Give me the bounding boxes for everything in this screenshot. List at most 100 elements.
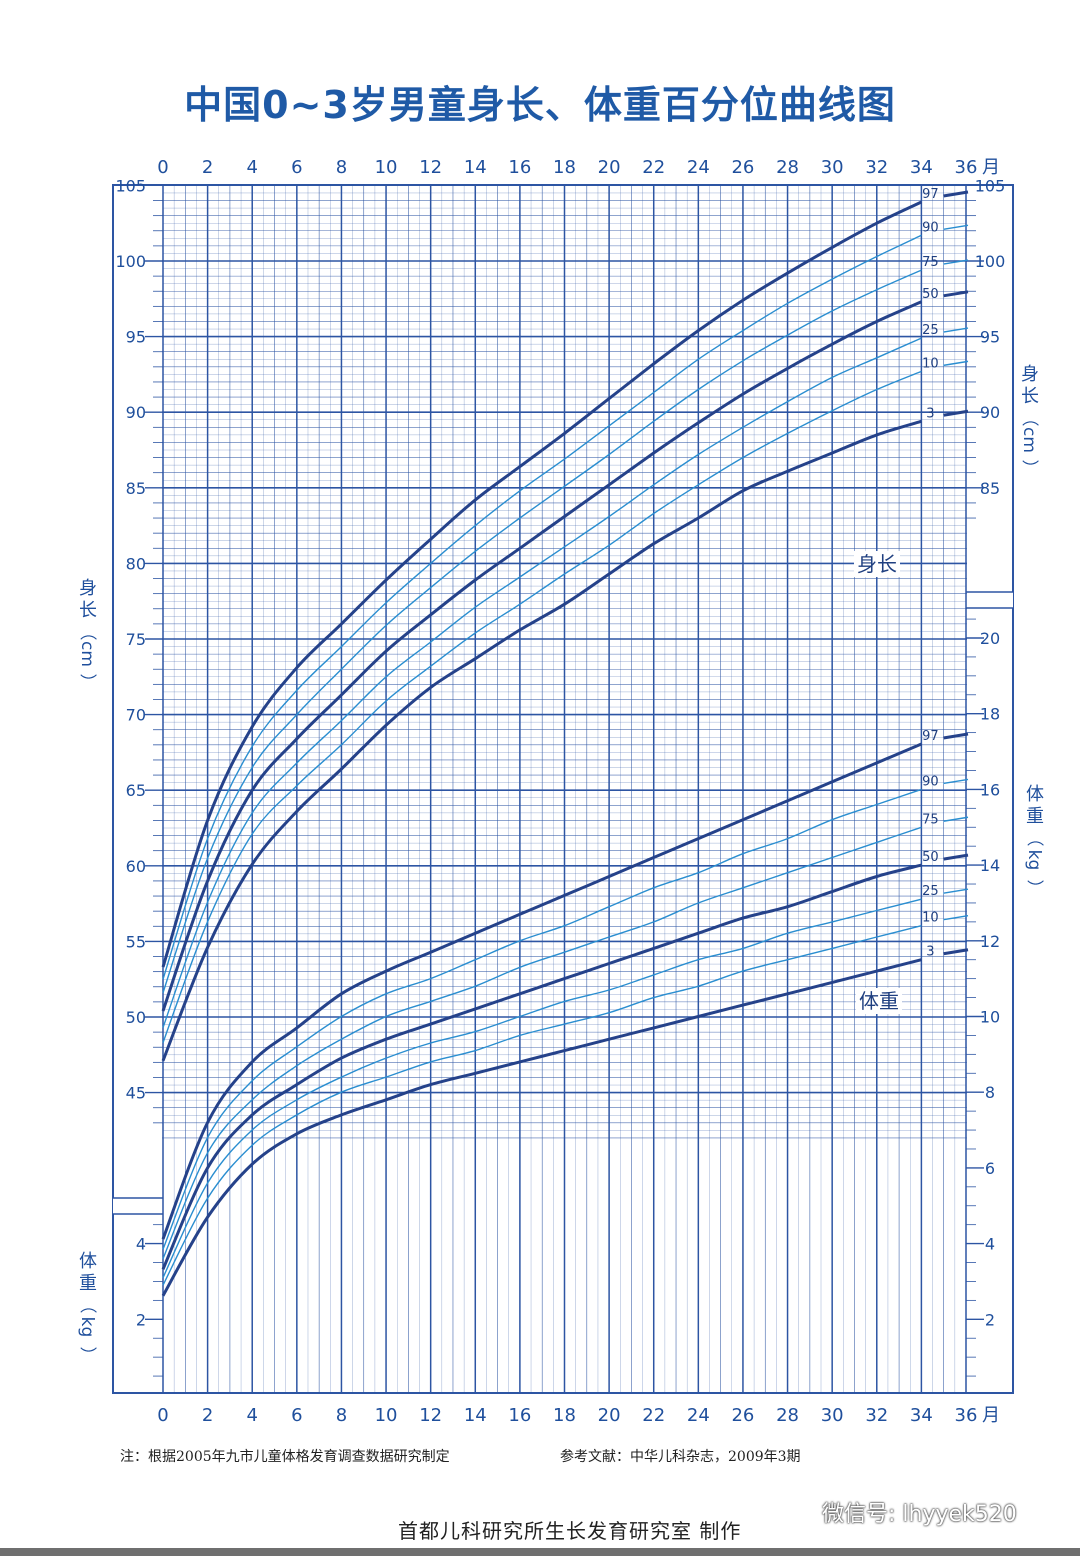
chart-title: 中国0~3岁男童身长、体重百分位曲线图 [184, 83, 896, 127]
length-percentile-label: 10 [922, 356, 939, 371]
x-tick-label-top: 8 [336, 157, 347, 178]
x-tick-label-top: 6 [291, 157, 302, 178]
length-curve-p97 [161, 200, 923, 968]
weight-percentile-label: 50 [922, 850, 939, 865]
y-length-tick-left: 60 [126, 857, 146, 876]
x-tick-label-top: 24 [687, 157, 710, 178]
left-length-axis-title: 长 [79, 600, 97, 621]
x-tick-label-top: 36 [955, 157, 978, 178]
y-length-tick-left: 45 [126, 1084, 146, 1103]
left-weight-axis-title: 重 [79, 1273, 97, 1294]
left-length-axis-title: （ [77, 624, 97, 641]
right-length-axis-title: 长 [1021, 386, 1039, 407]
reference: 参考文献：中华儿科杂志，2009年3期 [560, 1449, 801, 1465]
length-curve-p3 [161, 419, 922, 1062]
length-curve-tail [943, 409, 969, 417]
y-weight-tick-left: 4 [136, 1235, 146, 1254]
weight-curve-p3 [161, 958, 922, 1297]
x-tick-label-top: 4 [246, 157, 257, 178]
weight-curve-p10 [162, 925, 922, 1286]
weight-percentile-label: 10 [922, 911, 939, 926]
left-length-axis-title: cm [77, 641, 97, 667]
x-tick-label-bottom: 32 [865, 1405, 888, 1426]
length-section-label: 身长 [857, 552, 897, 576]
weight-curve-p50 [161, 863, 922, 1270]
x-tick-label-top: 16 [508, 157, 531, 178]
x-tick-label-bottom: 0 [157, 1405, 168, 1426]
length-percentile-label: 90 [922, 220, 939, 235]
x-unit-top: 月 [982, 157, 1000, 178]
x-tick-label-top: 10 [375, 157, 398, 178]
y-length-tick-left: 55 [126, 932, 146, 951]
length-curve-p50 [161, 300, 923, 1012]
producer-credit: 首都儿科研究所生长发育研究室 制作 [398, 1519, 742, 1543]
x-tick-label-bottom: 30 [821, 1405, 844, 1426]
x-tick-label-top: 14 [464, 157, 487, 178]
footnote: 注：根据2005年九市儿童体格发育调查数据研究制定 [120, 1449, 450, 1465]
x-tick-label-top: 32 [865, 157, 888, 178]
x-tick-label-bottom: 10 [375, 1405, 398, 1426]
left-weight-axis-title: （ [77, 1297, 97, 1314]
left-weight-axis-title: 体 [79, 1251, 97, 1272]
weight-curve-tail [943, 816, 969, 822]
x-tick-label-bottom: 22 [642, 1405, 665, 1426]
y-length-tick-left: 70 [126, 706, 146, 725]
length-percentile-label: 3 [926, 406, 934, 421]
y-length-tick-right: 95 [980, 328, 1000, 347]
x-tick-label-top: 34 [910, 157, 933, 178]
x-tick-label-top: 12 [419, 157, 442, 178]
weight-percentile-label: 25 [922, 884, 939, 899]
y-weight-tick-right: 4 [985, 1235, 995, 1254]
length-curve-tail [943, 224, 969, 230]
label-plate [856, 988, 902, 1014]
length-curve-p90 [162, 234, 922, 980]
y-weight-tick-right: 8 [985, 1083, 995, 1102]
x-tick-label-top: 30 [821, 157, 844, 178]
right-weight-axis-title: 重 [1026, 806, 1044, 827]
x-tick-label-top: 2 [202, 157, 213, 178]
right-length-axis-title: （ [1019, 410, 1039, 427]
x-tick-label-top: 28 [776, 157, 799, 178]
length-curve-tail [943, 190, 969, 198]
length-curve-tail [943, 327, 969, 333]
x-tick-label-bottom: 14 [464, 1405, 487, 1426]
weight-curve-p25 [162, 898, 922, 1278]
weight-curve-tail [943, 732, 969, 740]
right-weight-axis-title: （ [1024, 830, 1044, 847]
y-length-tick-left: 95 [126, 328, 146, 347]
right-length-axis-title: cm [1019, 427, 1039, 453]
weight-curve-tail [943, 948, 969, 956]
length-percentile-label: 50 [922, 287, 939, 302]
x-tick-label-bottom: 34 [910, 1405, 933, 1426]
y-weight-tick-right: 16 [980, 780, 1000, 799]
weight-percentile-label: 3 [926, 945, 934, 960]
weight-section-label: 体重 [859, 989, 899, 1013]
weight-percentile-label: 90 [922, 774, 939, 789]
wechat-icon [782, 1499, 816, 1525]
x-tick-label-bottom: 24 [687, 1405, 710, 1426]
y-length-tick-right: 100 [975, 252, 1006, 271]
x-tick-label-bottom: 36 [955, 1405, 978, 1426]
y-weight-tick-right: 20 [980, 629, 1000, 648]
x-unit-bottom: 月 [982, 1405, 1000, 1426]
right-weight-axis-title: ） [1024, 880, 1044, 897]
right-weight-axis-title: kg [1024, 850, 1044, 871]
weight-curve-tail [943, 888, 969, 894]
length-curve-tail [943, 360, 969, 367]
weight-curve-tail [943, 778, 969, 785]
weight-curve-p97 [161, 742, 922, 1240]
x-tick-label-top: 18 [553, 157, 576, 178]
length-percentile-label: 25 [922, 323, 939, 338]
x-tick-label-top: 26 [731, 157, 754, 178]
y-length-tick-left: 105 [115, 176, 146, 195]
left-axis-band [114, 186, 162, 1392]
y-weight-tick-right: 10 [980, 1008, 1000, 1027]
length-curve-p25 [162, 337, 922, 1028]
right-length-axis-title: 身 [1021, 364, 1039, 385]
right-weight-axis-title: 体 [1026, 784, 1044, 805]
y-length-tick-right: 90 [980, 403, 1000, 422]
y-length-tick-left: 50 [126, 1008, 146, 1027]
x-tick-label-bottom: 26 [731, 1405, 754, 1426]
bottom-bar [0, 1548, 1080, 1556]
